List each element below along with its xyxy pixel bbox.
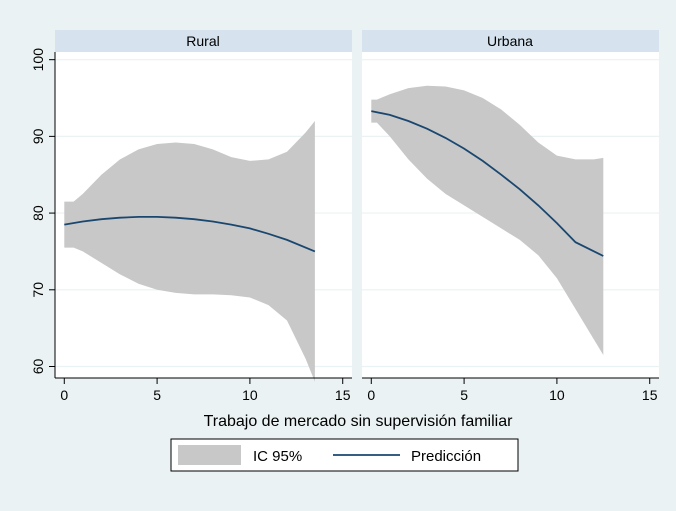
panel-rural-title: Rural — [186, 33, 219, 49]
x-axis-title: Trabajo de mercado sin supervisión famil… — [204, 413, 514, 430]
y-tick-label-90: 90 — [30, 128, 46, 144]
panel-rural-y-ticks: 60 70 80 90 100 — [30, 48, 55, 374]
x-tick-label-15: 15 — [335, 387, 351, 403]
panel-urbana-header — [362, 30, 659, 52]
y-tick-label-60: 60 — [30, 358, 46, 374]
x-tick-label-0: 0 — [60, 387, 68, 403]
panel-rural-prediction-line — [64, 216, 316, 253]
legend: IC 95% Predicción — [170, 438, 519, 472]
x-tick-label-5: 5 — [460, 387, 468, 403]
legend-ci-label: IC 95% — [253, 448, 302, 465]
x-tick-label-0: 0 — [367, 387, 375, 403]
x-tick-label-15: 15 — [642, 387, 658, 403]
panel-urbana-ci-band — [371, 85, 604, 356]
panel-rural-x-ticks: 0 5 10 15 — [60, 378, 351, 403]
panel-rural-header — [55, 30, 352, 52]
panel-rural: Rural 60 70 80 90 100 0 5 10 15 — [30, 30, 352, 403]
y-tick-label-100: 100 — [30, 48, 46, 72]
y-tick-label-80: 80 — [30, 205, 46, 221]
legend-prediction-label: Predicción — [411, 448, 481, 465]
panel-urbana-title: Urbana — [487, 33, 533, 49]
panel-urbana-x-ticks: 0 5 10 15 — [367, 378, 658, 403]
legend-ci-swatch — [178, 445, 241, 465]
y-tick-label-70: 70 — [30, 282, 46, 298]
x-tick-label-5: 5 — [153, 387, 161, 403]
panel-urbana: Urbana 0 5 10 15 — [362, 30, 659, 403]
panel-urbana-prediction-line — [371, 110, 604, 257]
x-tick-label-10: 10 — [549, 387, 565, 403]
x-tick-label-10: 10 — [242, 387, 258, 403]
panel-rural-ci-band — [64, 121, 315, 382]
